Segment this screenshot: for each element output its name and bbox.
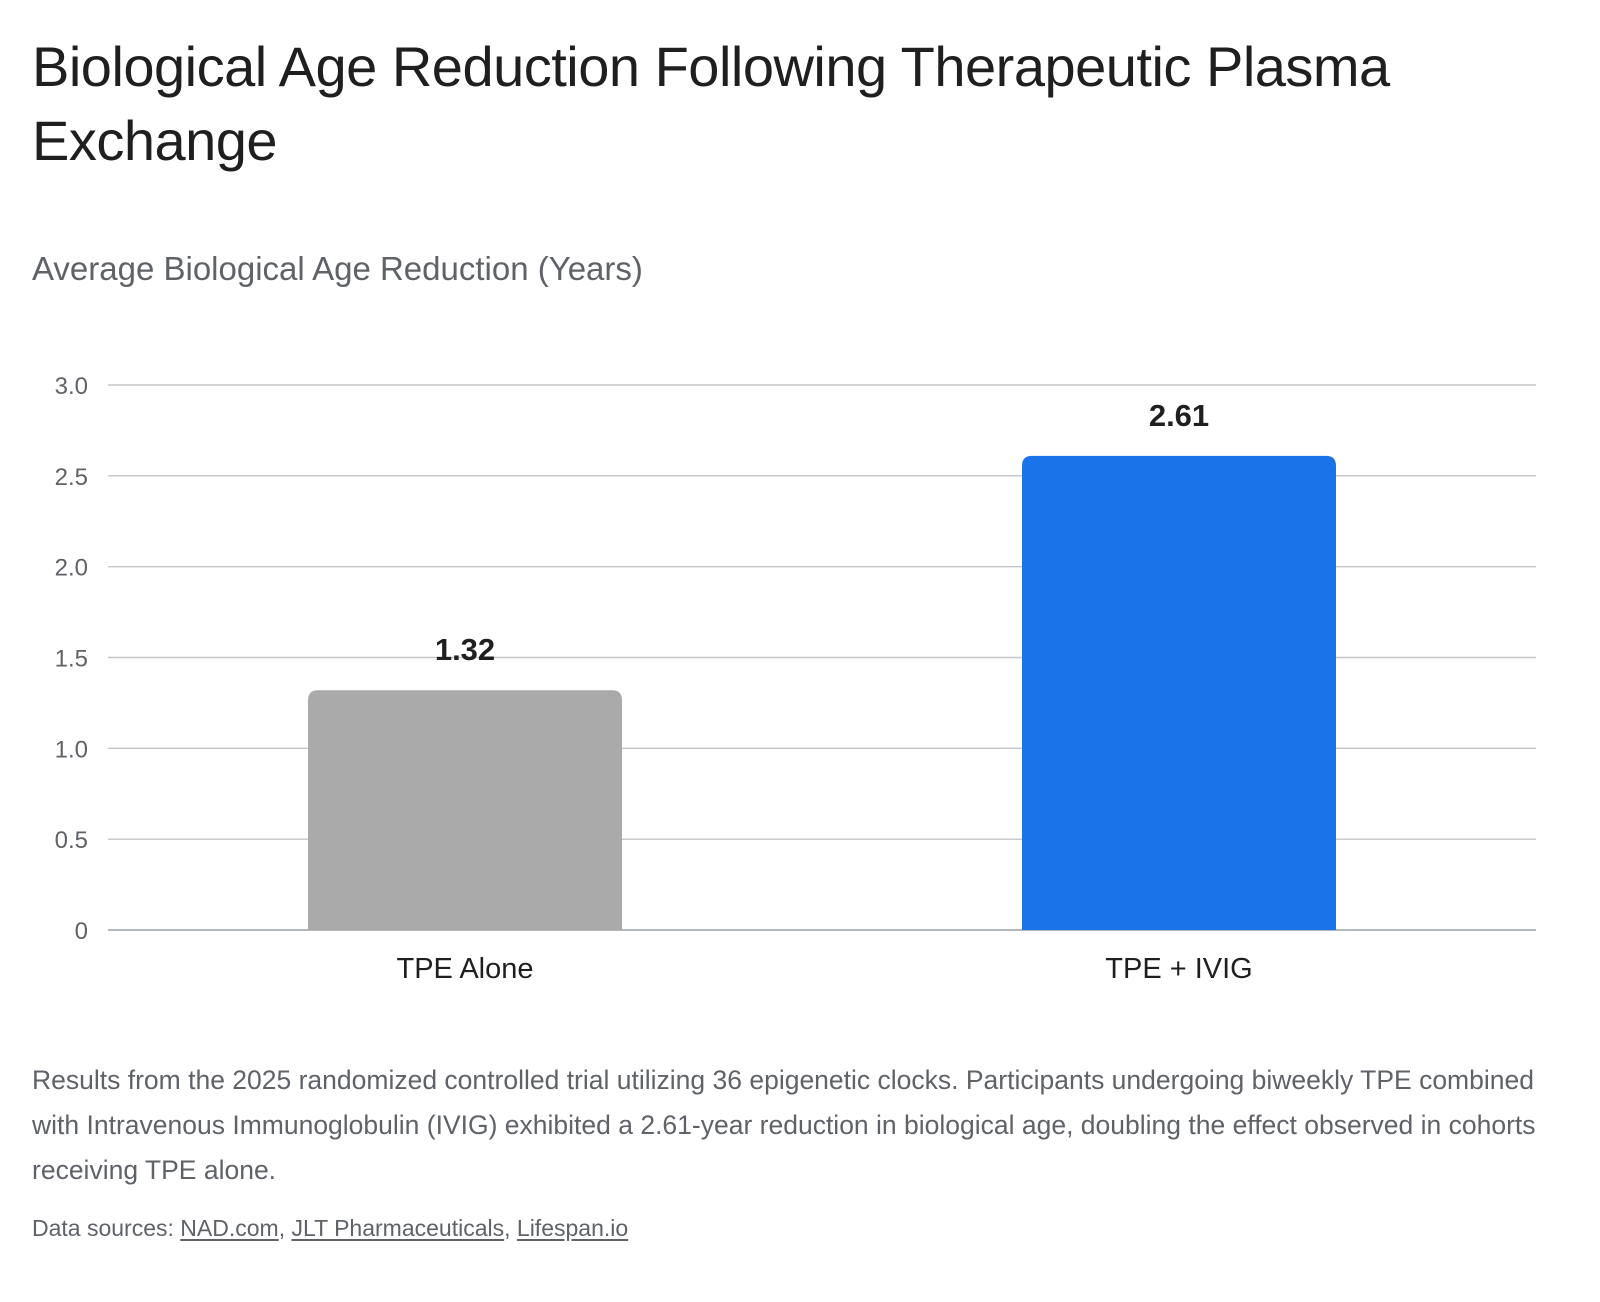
data-label: 1.32 [435, 632, 495, 667]
y-tick-label: 1.0 [55, 736, 88, 763]
y-tick-label: 2.0 [55, 555, 88, 582]
x-category-label: TPE Alone [396, 953, 533, 985]
y-tick-label: 1.5 [55, 646, 88, 673]
bar-chart: 0 0.5 1.0 1.5 2.0 2.5 3.0 1.32 TPE Alone 2.61 TPE … [55, 373, 1536, 985]
chart-caption: Results from the 2025 randomized control… [32, 1065, 1536, 1185]
y-tick-label: 3.0 [55, 373, 88, 400]
source-link-lifespan[interactable]: Lifespan.io [516, 1215, 629, 1241]
y-tick-label: 0 [75, 918, 88, 945]
data-label: 2.61 [1149, 398, 1209, 433]
chart-title: Average Biological Age Reduction (Years) [32, 250, 643, 287]
y-tick-label: 0.5 [55, 827, 88, 854]
x-category-label: TPE + IVIG [1105, 953, 1252, 985]
y-tick-label: 2.5 [55, 464, 88, 491]
source-link-jlt[interactable]: JLT Pharmaceuticals [291, 1215, 505, 1241]
page-title: Biological Age Reduction Following Thera… [32, 35, 1390, 172]
bar [1022, 455, 1336, 930]
source-link-nad[interactable]: NAD.com [180, 1215, 279, 1241]
bar [308, 690, 622, 930]
data-sources-label: Data sources: [32, 1215, 174, 1241]
data-sources: Data sources: NAD.com, JLT Pharmaceutica… [32, 1215, 629, 1241]
